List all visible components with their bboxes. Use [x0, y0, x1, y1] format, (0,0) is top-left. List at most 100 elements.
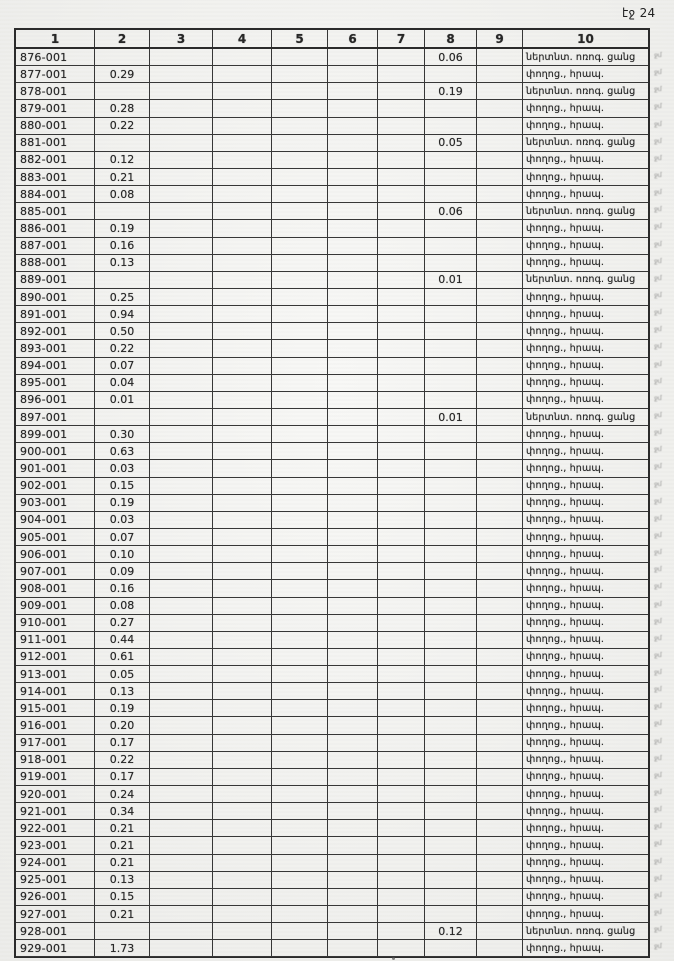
empty-cell-col6 — [328, 357, 378, 374]
margin-bleed-mark: ջմ — [654, 702, 662, 711]
empty-cell-col4 — [213, 117, 272, 134]
empty-cell-col4 — [213, 786, 272, 803]
empty-cell-col4 — [213, 237, 272, 254]
empty-cell-col3 — [150, 597, 213, 614]
col2-area-value: 0.03 — [95, 511, 150, 528]
col2-area-value: 0.08 — [95, 186, 150, 203]
empty-cell-col5 — [272, 631, 328, 648]
land-use-label: փողոց., հրապ. — [526, 754, 605, 766]
col2-area-value: 0.20 — [95, 717, 150, 734]
land-use-label: փողոց., հրապ. — [526, 857, 605, 869]
empty-cell-col7 — [378, 220, 425, 237]
empty-cell-col4 — [213, 271, 272, 288]
col2-area-value: 0.50 — [95, 323, 150, 340]
empty-cell-col7 — [378, 871, 425, 888]
empty-cell-col5 — [272, 254, 328, 271]
empty-cell-col3 — [150, 408, 213, 426]
land-use-label: փողոց., հրապ. — [526, 308, 605, 320]
empty-cell-col5 — [272, 117, 328, 134]
empty-cell-col9 — [477, 734, 523, 751]
empty-cell-col3 — [150, 49, 213, 66]
empty-cell-col6 — [328, 220, 378, 237]
empty-cell-col6 — [328, 837, 378, 854]
empty-cell-col9 — [477, 168, 523, 186]
empty-cell-col4 — [213, 288, 272, 306]
empty-cell-col4 — [213, 168, 272, 186]
col8-area-value — [425, 288, 477, 306]
empty-cell-col9 — [477, 306, 523, 323]
empty-cell-col4 — [213, 546, 272, 563]
col8-area-value — [425, 254, 477, 271]
empty-cell-col6 — [328, 683, 378, 700]
margin-bleed-mark: ջմ — [654, 942, 662, 950]
col8-area-value — [425, 357, 477, 374]
col2-area-value — [95, 49, 150, 66]
empty-cell-col4 — [213, 391, 272, 408]
empty-cell-col4 — [213, 49, 272, 66]
parcel-id: 904-001 — [16, 511, 95, 528]
empty-cell-col3 — [150, 528, 213, 546]
empty-cell-col7 — [378, 803, 425, 820]
land-use-label: ներտնտ. ոռոգ. ցանց — [526, 51, 636, 63]
empty-cell-col3 — [150, 734, 213, 751]
land-use-label: փողոց., հրապ. — [526, 617, 605, 629]
parcel-id: 916-001 — [16, 717, 95, 734]
empty-cell-col5 — [272, 186, 328, 203]
empty-cell-col9 — [477, 597, 523, 614]
land-use-label: փողոց., հրապ. — [526, 582, 605, 594]
land-use-label: փողոց., հրապ. — [526, 720, 605, 732]
empty-cell-col9 — [477, 408, 523, 426]
empty-cell-col9 — [477, 460, 523, 477]
col8-area-value — [425, 117, 477, 134]
empty-cell-col6 — [328, 391, 378, 408]
empty-cell-col7 — [378, 460, 425, 477]
table-row: 909-001 0.08 փողոց., հրապ. — [16, 597, 648, 615]
empty-cell-col9 — [477, 66, 523, 83]
empty-cell-col9 — [477, 134, 523, 151]
empty-cell-col6 — [328, 66, 378, 83]
empty-cell-col6 — [328, 940, 378, 957]
margin-bleed-mark: ջմ — [654, 565, 662, 573]
empty-cell-col6 — [328, 597, 378, 614]
empty-cell-col4 — [213, 151, 272, 168]
empty-cell-col5 — [272, 357, 328, 374]
margin-bleed-mark: ջմ — [654, 51, 662, 59]
table-row: 893-001 0.22 փողոց., հրապ. — [16, 340, 648, 358]
empty-cell-col9 — [477, 923, 523, 940]
empty-cell-col4 — [213, 494, 272, 511]
margin-bleed-mark: ջմ — [654, 222, 662, 231]
col2-area-value: 0.34 — [95, 803, 150, 820]
empty-cell-col7 — [378, 186, 425, 203]
empty-cell-col4 — [213, 820, 272, 837]
land-use-label: փողոց., հրապ. — [526, 805, 605, 817]
empty-cell-col9 — [477, 288, 523, 306]
parcel-id: 900-001 — [16, 443, 95, 460]
margin-bleed-mark: ջմ — [654, 240, 662, 248]
margin-bleed-mark: ջմ — [654, 805, 662, 813]
col2-area-value: 0.17 — [95, 768, 150, 786]
empty-cell-col9 — [477, 426, 523, 443]
empty-cell-col9 — [477, 83, 523, 100]
land-use-label: ներտնտ. ոռոգ. ցանց — [526, 85, 636, 97]
empty-cell-col9 — [477, 906, 523, 923]
empty-cell-col3 — [150, 117, 213, 134]
page-number: էջ 24 — [622, 6, 656, 20]
empty-cell-col6 — [328, 717, 378, 734]
table-row: 895-001 0.04 փողոց., հրապ. — [16, 374, 648, 392]
empty-cell-col4 — [213, 563, 272, 580]
margin-bleed-mark: ջմ — [654, 120, 662, 128]
col8-area-value — [425, 786, 477, 803]
empty-cell-col3 — [150, 837, 213, 854]
empty-cell-col7 — [378, 837, 425, 854]
col2-area-value: 0.25 — [95, 288, 150, 306]
parcel-id: 920-001 — [16, 786, 95, 803]
margin-bleed-mark: ջմ — [654, 908, 662, 916]
margin-bleed-mark: ջմ — [654, 377, 662, 385]
table-row: 878-001 0.19 ներտնտ. ոռոգ. ցանց — [16, 83, 648, 101]
empty-cell-col5 — [272, 220, 328, 237]
empty-cell-col4 — [213, 803, 272, 820]
col2-area-value: 0.19 — [95, 220, 150, 237]
empty-cell-col4 — [213, 854, 272, 871]
empty-cell-col4 — [213, 768, 272, 786]
col2-area-value: 0.01 — [95, 391, 150, 408]
